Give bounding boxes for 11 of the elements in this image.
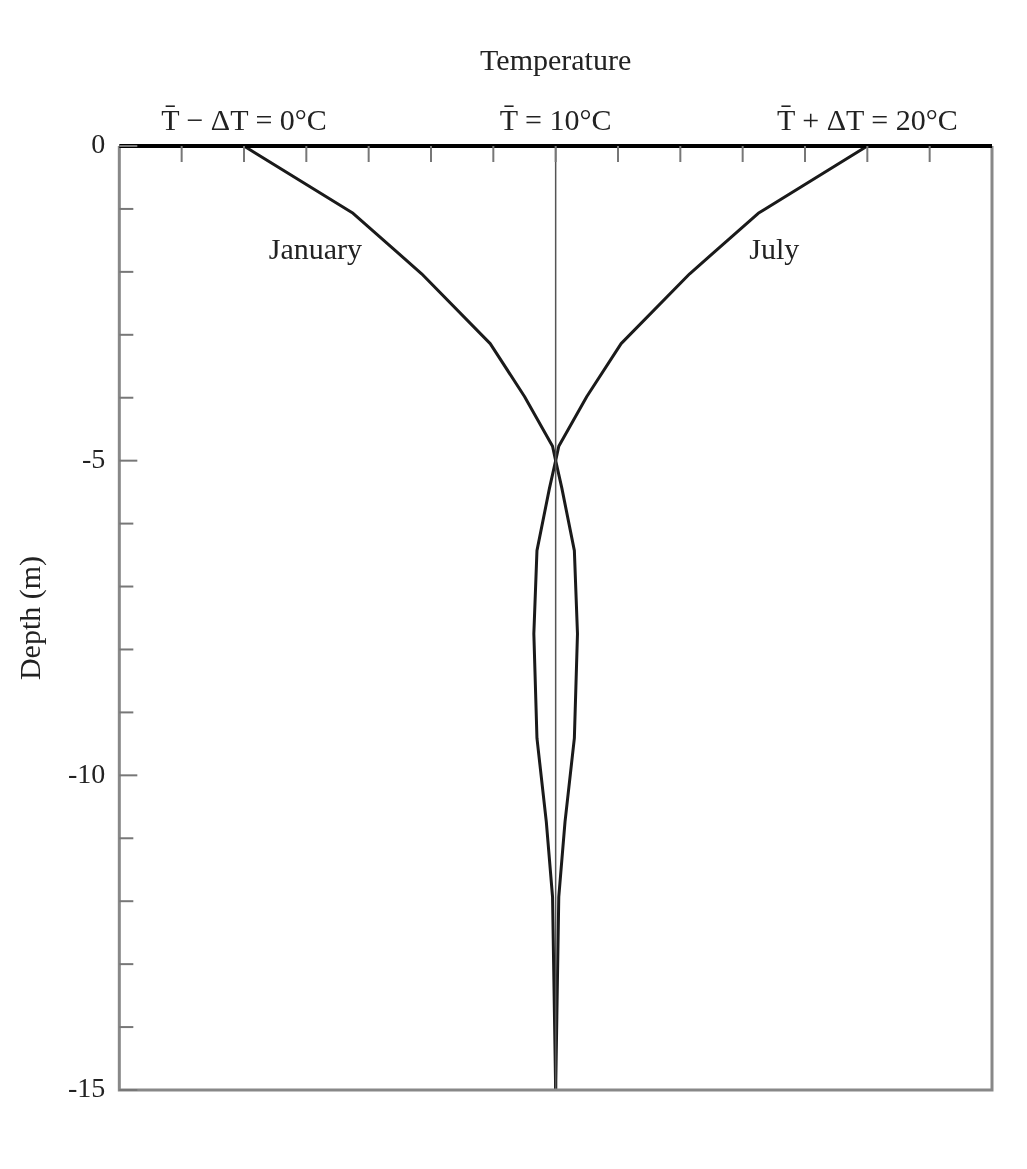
y-tick-label: -10 <box>68 757 106 789</box>
y-tick-label: -15 <box>68 1072 106 1104</box>
series-label: January <box>268 232 363 266</box>
x-axis-title: Temperature <box>480 42 632 76</box>
x-tick-label: T̄ − ΔT = 0°C <box>161 102 327 136</box>
y-axis-title: Depth (m) <box>12 555 47 681</box>
y-tick-label: 0 <box>91 128 106 160</box>
y-tick-label: -5 <box>82 443 106 475</box>
x-tick-label: T̄ + ΔT = 20°C <box>776 102 958 136</box>
x-tick-label: T̄ = 10°C <box>499 102 612 136</box>
series-label: July <box>749 232 800 266</box>
